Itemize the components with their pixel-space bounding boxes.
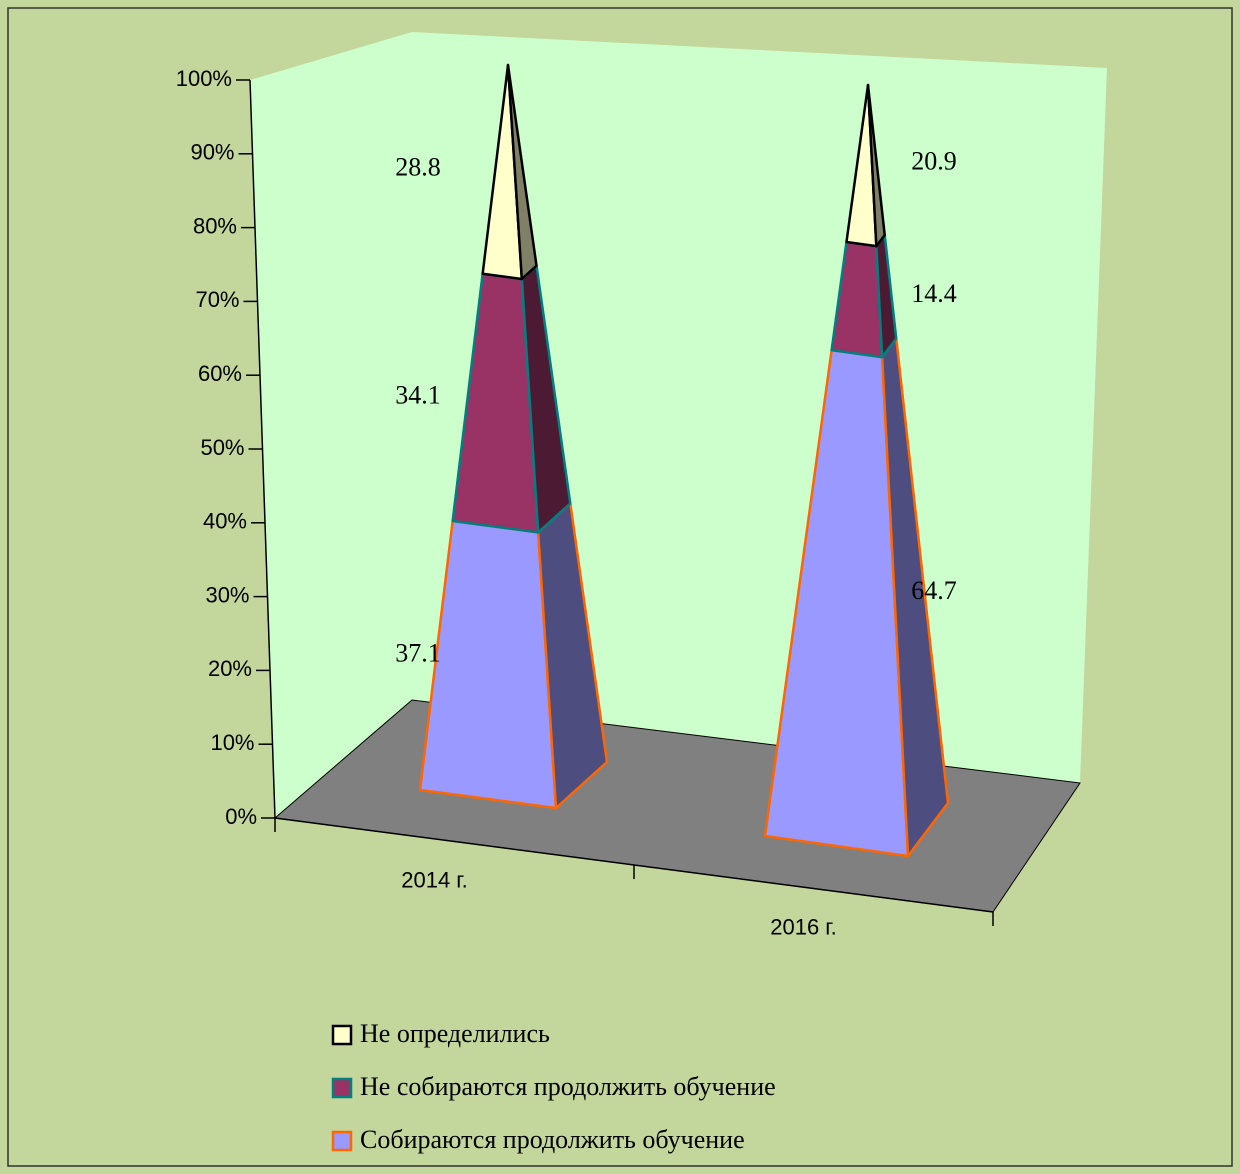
legend-label: Не определились — [360, 1019, 550, 1048]
data-label: 28.8 — [395, 152, 441, 181]
legend-swatch — [331, 1130, 353, 1152]
y-tick-label: 50% — [200, 435, 244, 460]
data-label: 20.9 — [911, 146, 957, 175]
data-label: 64.7 — [911, 576, 957, 605]
y-tick-label: 90% — [190, 140, 234, 165]
back-wall — [412, 32, 1107, 783]
legend-swatch — [331, 1077, 353, 1099]
y-tick-label: 40% — [203, 509, 247, 534]
legend-swatch — [331, 1024, 353, 1046]
y-tick-label: 100% — [176, 66, 232, 91]
x-tick-label: 2016 г. — [770, 914, 837, 939]
pyramid-segment-side — [866, 83, 886, 248]
y-tick-label: 70% — [195, 287, 239, 312]
y-tick-label: 30% — [205, 582, 249, 607]
y-tick-label: 10% — [210, 730, 254, 755]
legend-label: Не собираются продолжить обучение — [360, 1072, 776, 1101]
y-tick-label: 80% — [193, 213, 237, 238]
data-label: 37.1 — [395, 638, 441, 667]
y-tick-label: 20% — [208, 656, 252, 681]
y-tick-label: 0% — [225, 804, 257, 829]
side-wall — [250, 32, 412, 818]
data-label: 34.1 — [395, 380, 441, 409]
data-label: 14.4 — [911, 279, 957, 308]
y-tick-label: 60% — [198, 361, 242, 386]
x-tick-label: 2014 г. — [401, 867, 468, 892]
frame — [7, 7, 1233, 1167]
legend-label: Собираются продолжить обучение — [360, 1125, 745, 1154]
pyramid-segment-side — [506, 63, 538, 281]
